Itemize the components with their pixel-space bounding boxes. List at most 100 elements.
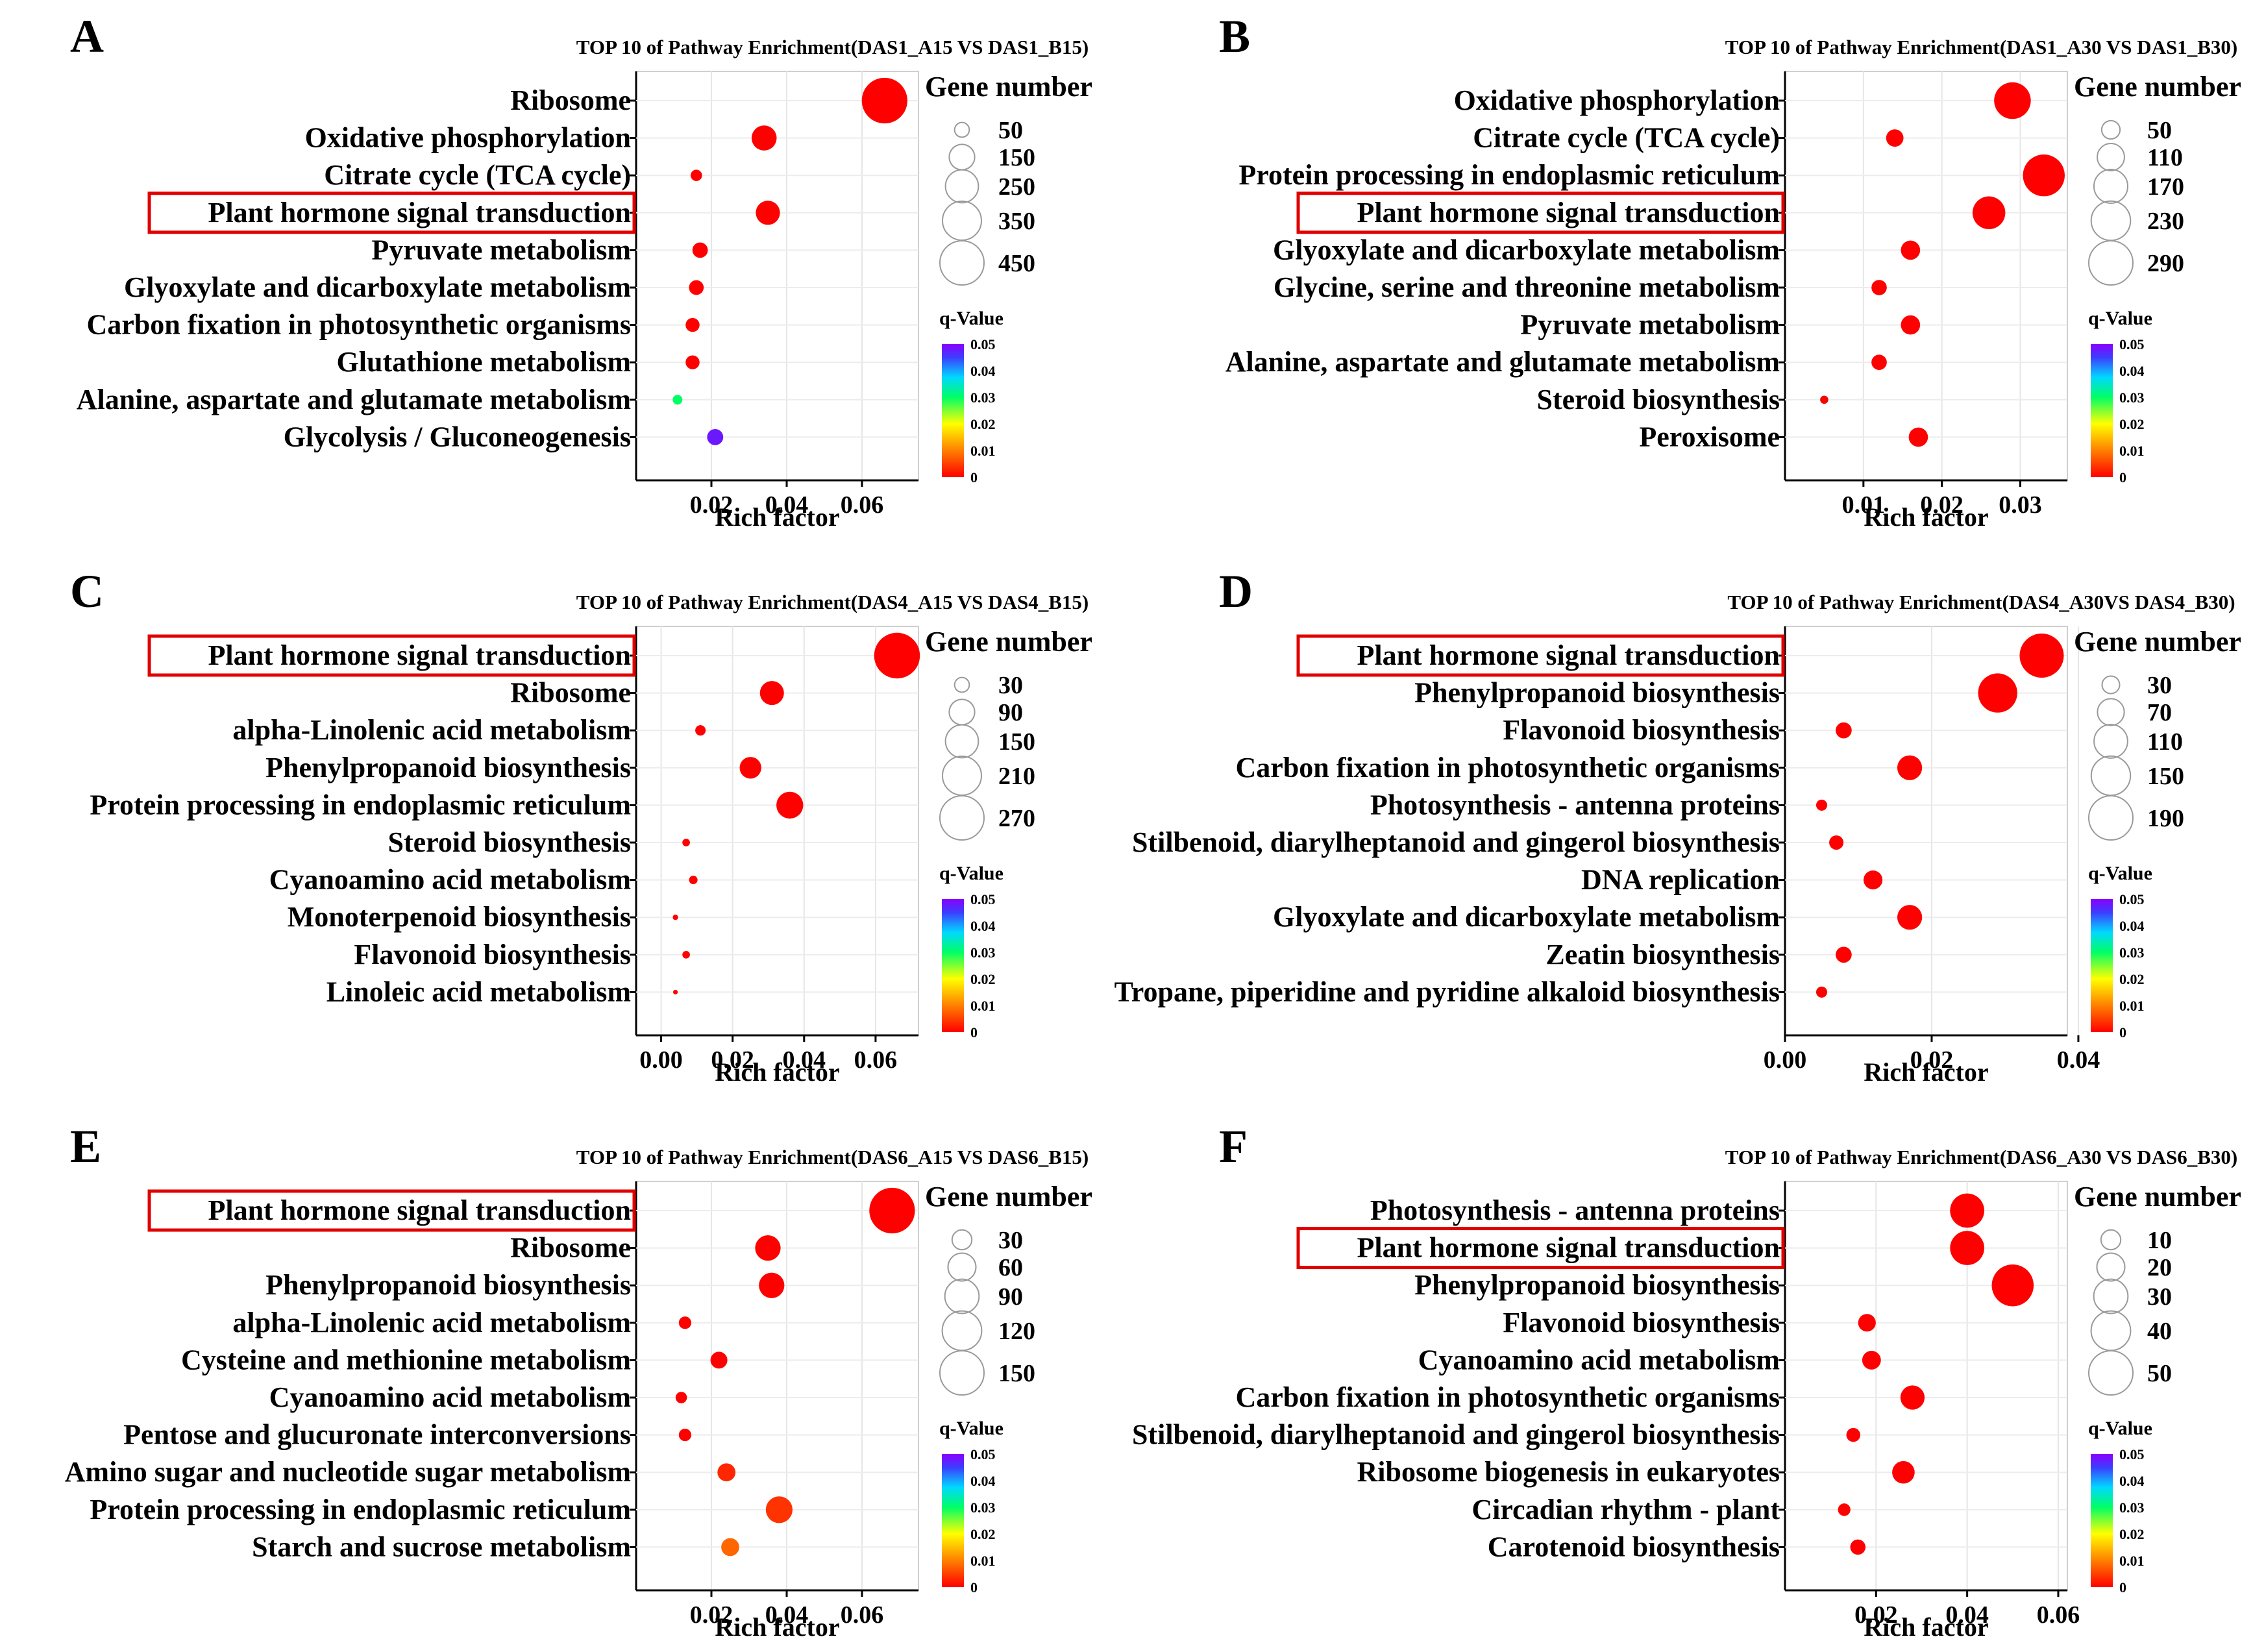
- color-bar: [942, 344, 964, 477]
- data-point: [1816, 799, 1828, 811]
- size-legend-circle: [942, 201, 982, 241]
- panel-title: TOP 10 of Pathway Enrichment(DAS4_A30VS …: [1727, 591, 2235, 613]
- size-legend-label: 150: [998, 1360, 1035, 1387]
- pathway-label: Monoterpenoid biosynthesis: [288, 901, 631, 933]
- color-legend-title: q-Value: [939, 1418, 1003, 1439]
- color-legend-tick: 0.01: [970, 1553, 996, 1569]
- data-point: [710, 1351, 728, 1369]
- size-legend-circle: [939, 1350, 985, 1396]
- color-legend-tick: 0.04: [970, 1473, 996, 1489]
- color-bar: [942, 899, 964, 1032]
- size-legend-label: 60: [998, 1254, 1023, 1281]
- pathway-label: Phenylpropanoid biosynthesis: [265, 1269, 631, 1301]
- pathway-label: Steroid biosynthesis: [388, 826, 632, 858]
- pathway-label: alpha-Linolenic acid metabolism: [232, 1307, 631, 1338]
- x-axis-title: Rich factor: [715, 1612, 839, 1642]
- size-legend-circle: [2097, 698, 2125, 726]
- size-legend-circle: [2096, 1252, 2126, 1282]
- color-legend-tick: 0.03: [2119, 1499, 2145, 1516]
- size-legend-label: 170: [2147, 173, 2184, 201]
- x-tick-label: 0.06: [841, 491, 884, 519]
- pathway-label: Phenylpropanoid biosynthesis: [265, 752, 631, 783]
- pathway-label: Glyoxylate and dicarboxylate metabolism: [1273, 901, 1780, 933]
- data-point: [1892, 1461, 1915, 1484]
- pathway-label: Protein processing in endoplasmic reticu…: [90, 1494, 631, 1525]
- data-point: [685, 355, 700, 369]
- x-tick-label: 0.04: [1945, 1601, 1989, 1629]
- size-legend-circle: [2088, 795, 2134, 841]
- highlight-box: [147, 634, 636, 677]
- x-tick-label: 0.06: [854, 1046, 898, 1074]
- pathway-label: Ribosome biogenesis in eukaryotes: [1357, 1456, 1780, 1488]
- data-point: [759, 1272, 785, 1298]
- color-legend-tick: 0.02: [2119, 971, 2145, 987]
- color-legend-tick: 0.05: [2119, 891, 2145, 907]
- size-legend-circle: [954, 676, 970, 693]
- pathway-label: Photosynthesis - antenna proteins: [1370, 789, 1780, 820]
- size-legend-circle: [2097, 143, 2125, 171]
- size-legend-circle: [2090, 755, 2132, 796]
- size-legend-circle: [2093, 724, 2128, 759]
- color-legend-tick: 0.04: [2119, 1473, 2145, 1489]
- pathway-label: Steroid biosynthesis: [1537, 384, 1780, 415]
- pathway-label: Stilbenoid, diarylheptanoid and gingerol…: [1132, 1419, 1780, 1451]
- pathway-label: Cyanoamino acid metabolism: [1418, 1344, 1780, 1375]
- data-point: [2023, 154, 2065, 197]
- chart-panel-b: B TOP 10 of Pathway Enrichment(DAS1_A30 V…: [1219, 10, 2241, 532]
- data-point: [1816, 986, 1828, 998]
- pathway-label: Photosynthesis - antenna proteins: [1370, 1194, 1780, 1226]
- size-legend-circle: [2093, 168, 2129, 204]
- size-legend-label: 150: [2147, 763, 2184, 790]
- pathway-label: Plant hormone signal transduction: [208, 1194, 631, 1226]
- data-point: [1850, 1539, 1866, 1555]
- data-point: [1886, 129, 1904, 147]
- data-point: [1991, 1264, 2034, 1307]
- size-legend-label: 50: [2147, 1360, 2172, 1387]
- panel-title: TOP 10 of Pathway Enrichment(DAS6_A15 VS…: [576, 1146, 1089, 1168]
- size-legend-label: 90: [998, 1283, 1023, 1311]
- highlight-box: [147, 191, 636, 234]
- panel-title: TOP 10 of Pathway Enrichment(DAS4_A15 VS…: [576, 591, 1089, 613]
- color-bar: [2091, 899, 2113, 1032]
- data-point: [1829, 835, 1844, 850]
- data-point: [1838, 1503, 1851, 1516]
- data-point: [721, 1538, 739, 1557]
- data-point: [759, 681, 784, 706]
- size-legend-label: 70: [2147, 699, 2172, 726]
- pathway-label: Plant hormone signal transduction: [208, 197, 631, 228]
- x-axis-title: Rich factor: [1864, 1057, 1988, 1087]
- color-legend-tick: 0.01: [2119, 1553, 2145, 1569]
- pathway-label: Circadian rhythm - plant: [1471, 1494, 1780, 1525]
- pathway-label: Carotenoid biosynthesis: [1488, 1531, 1780, 1562]
- pathway-label: Flavonoid biosynthesis: [354, 939, 631, 970]
- color-legend-tick: 0: [2119, 1024, 2126, 1041]
- pathway-label: Carbon fixation in photosynthetic organi…: [86, 309, 631, 341]
- pathway-label: Starch and sucrose metabolism: [252, 1531, 631, 1562]
- data-point: [682, 839, 690, 846]
- plot-frame: [1784, 71, 2068, 481]
- size-legend-circle: [2093, 1278, 2129, 1314]
- pathway-label: Cyanoamino acid metabolism: [269, 864, 631, 896]
- color-legend-tick: 0: [2119, 1579, 2126, 1596]
- pathway-label: Pentose and glucuronate interconversions: [123, 1419, 631, 1451]
- pathway-label: Alanine, aspartate and glutamate metabol…: [1225, 346, 1780, 378]
- data-point: [691, 169, 702, 181]
- highlight-box: [147, 1189, 636, 1232]
- data-point: [689, 280, 704, 295]
- pathway-label: Tropane, piperidine and pyridine alkaloi…: [1114, 976, 1780, 1007]
- color-legend-tick: 0.02: [2119, 416, 2145, 432]
- color-legend-tick: 0.03: [970, 1499, 996, 1516]
- color-legend-tick: 0.02: [2119, 1526, 2145, 1542]
- pathway-label: Citrate cycle (TCA cycle): [324, 159, 631, 191]
- size-legend-title: Gene number: [925, 71, 1092, 103]
- data-point: [765, 1496, 793, 1523]
- color-legend-tick: 0: [970, 1024, 978, 1041]
- color-legend-tick: 0.03: [970, 389, 996, 406]
- x-tick-label: 0.04: [765, 491, 809, 519]
- color-legend-tick: 0.01: [2119, 443, 2145, 459]
- color-legend-title: q-Value: [2088, 1418, 2152, 1439]
- size-legend-label: 40: [2147, 1318, 2172, 1345]
- x-tick-label: 0.04: [2057, 1046, 2100, 1074]
- color-legend-tick: 0.03: [2119, 389, 2145, 406]
- data-point: [1897, 755, 1923, 780]
